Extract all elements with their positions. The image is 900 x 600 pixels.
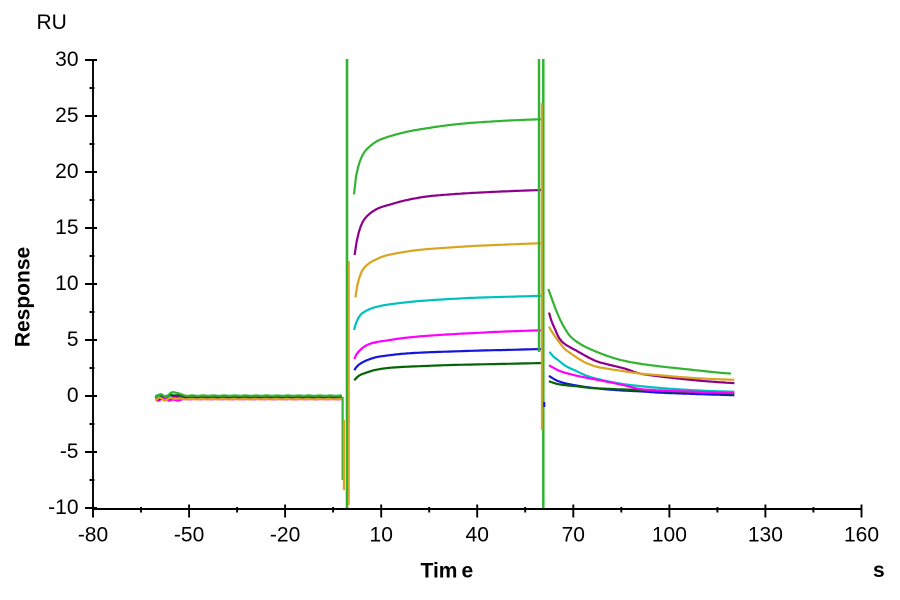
svg-text:-50: -50 bbox=[174, 524, 204, 547]
svg-text:10: 10 bbox=[370, 524, 393, 547]
svg-text:Response: Response bbox=[12, 247, 35, 347]
svg-text:0: 0 bbox=[67, 384, 79, 407]
svg-text:10: 10 bbox=[55, 272, 78, 295]
svg-text:20: 20 bbox=[55, 160, 78, 183]
svg-text:-80: -80 bbox=[78, 524, 108, 547]
svg-text:160: 160 bbox=[844, 524, 879, 547]
svg-text:-20: -20 bbox=[270, 524, 300, 547]
svg-text:s: s bbox=[873, 559, 885, 582]
svg-text:RU: RU bbox=[37, 11, 67, 34]
svg-text:e: e bbox=[462, 560, 474, 583]
svg-text:-5: -5 bbox=[60, 440, 79, 463]
svg-text:70: 70 bbox=[562, 524, 585, 547]
svg-text:-10: -10 bbox=[48, 496, 78, 519]
svg-text:15: 15 bbox=[55, 216, 78, 239]
svg-text:30: 30 bbox=[55, 48, 78, 71]
svg-text:5: 5 bbox=[67, 328, 79, 351]
svg-text:40: 40 bbox=[466, 524, 489, 547]
svg-text:100: 100 bbox=[652, 524, 687, 547]
svg-text:130: 130 bbox=[748, 524, 783, 547]
svg-text:25: 25 bbox=[55, 104, 78, 127]
svg-text:Tim: Tim bbox=[421, 560, 458, 583]
